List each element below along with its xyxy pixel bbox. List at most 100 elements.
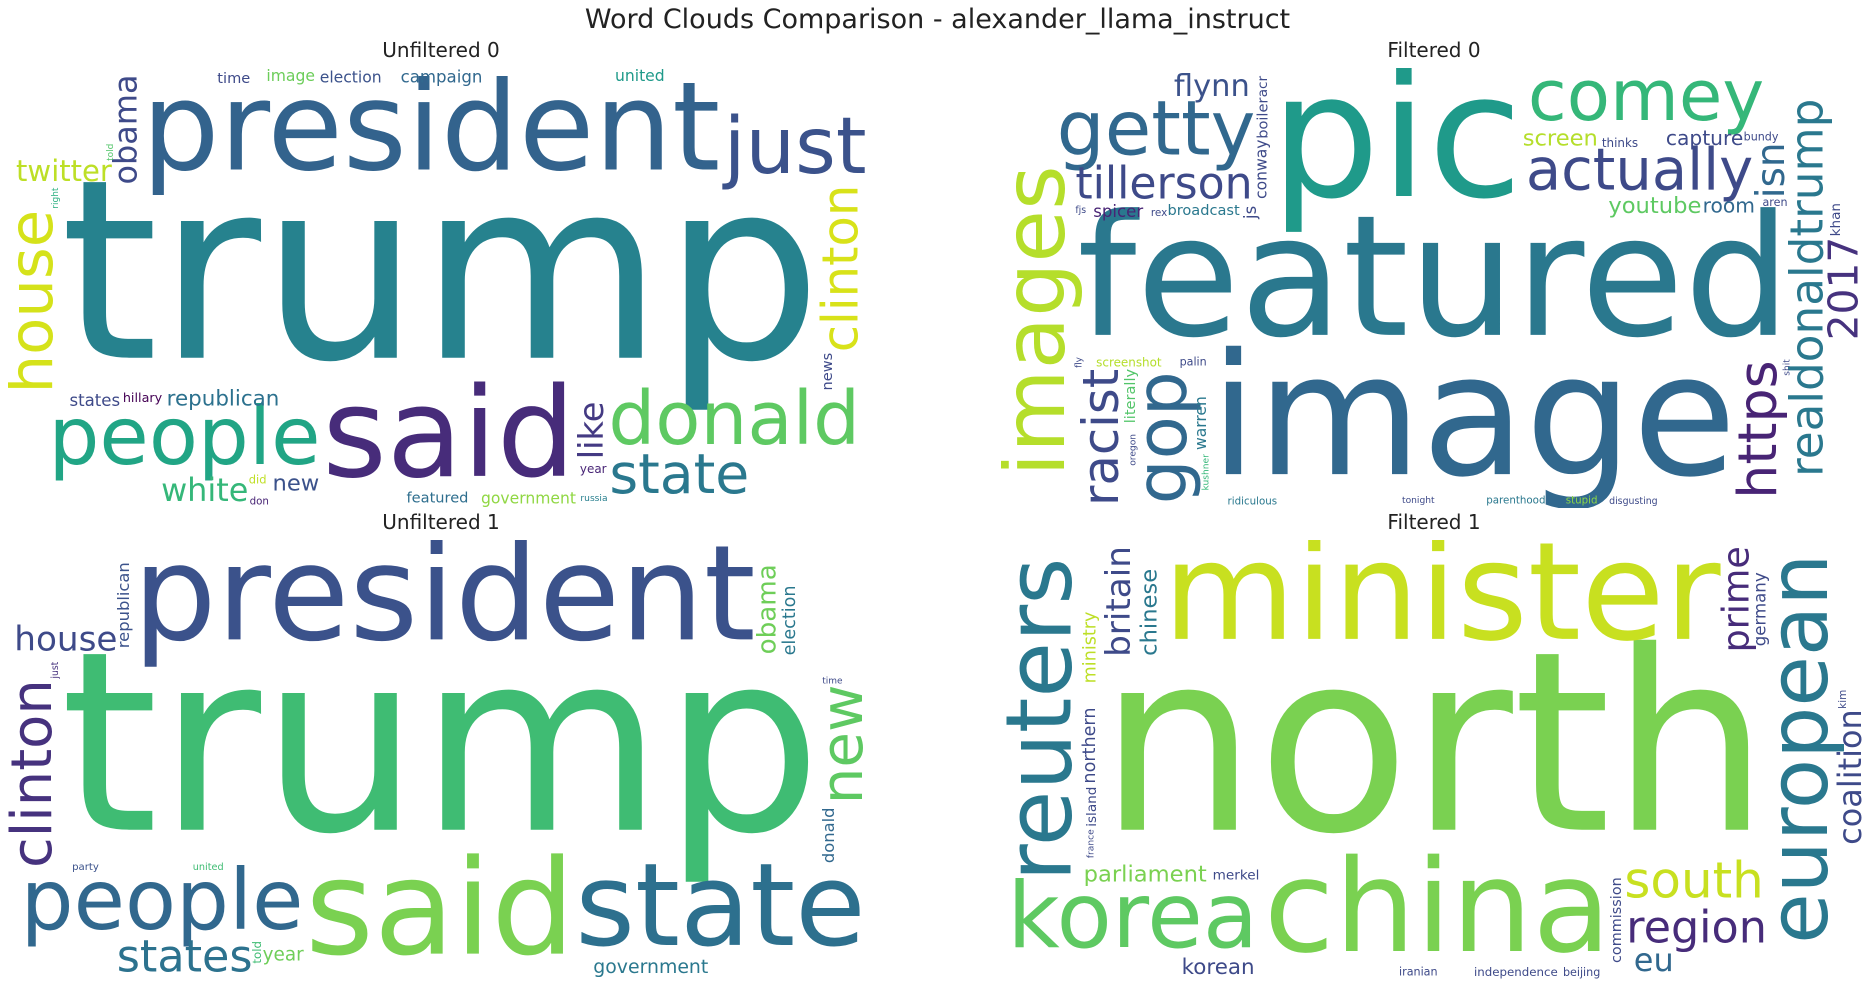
cloud-word: white	[161, 471, 248, 508]
cloud-word: kim	[1837, 690, 1849, 709]
cloud-word: reuters	[1001, 558, 1093, 882]
cloud-word: gop	[1120, 371, 1203, 504]
cloud-word: twitter	[16, 154, 112, 188]
cloud-word: states	[117, 931, 253, 980]
cloud-word: election	[320, 68, 382, 86]
cloud-word: campaign	[401, 68, 483, 87]
cloud-word: screenshot	[1096, 355, 1162, 369]
cloud-word: tonight	[1402, 496, 1435, 506]
cloud-word: acr	[1255, 76, 1271, 98]
cloud-word: region	[1626, 902, 1767, 953]
cloud-word: image	[266, 68, 315, 85]
cloud-word: president	[133, 540, 756, 671]
cloud-word: said	[305, 833, 575, 980]
cloud-word: clinton	[8, 679, 65, 868]
cloud-word: image	[1210, 317, 1737, 508]
cloud-word: rex	[1151, 207, 1167, 219]
cloud-word: government	[593, 956, 708, 978]
cloud-word: south	[1624, 851, 1763, 909]
panel-title: Filtered 1	[1387, 510, 1481, 534]
word-cloud: north china minister european korea reuters so…	[1001, 540, 1867, 980]
cloud-word: isn	[1749, 142, 1794, 198]
cloud-word: parenthood	[1486, 495, 1545, 507]
cloud-word: capture	[1666, 126, 1743, 150]
cloud-word: shit	[1783, 359, 1793, 376]
cloud-word: beijing	[1563, 966, 1600, 979]
cloud-word: time	[217, 70, 250, 87]
cloud-word: north	[1099, 598, 1770, 889]
cloud-word: realdonaldtrump	[1781, 99, 1834, 477]
cloud-word: warren	[1192, 396, 1210, 450]
cloud-word: 2017	[1820, 237, 1867, 340]
cloud-word: republican	[114, 562, 133, 648]
word-cloud: trump said president people state new clinton s…	[8, 540, 874, 980]
cloud-word: fjs	[1075, 205, 1086, 216]
cloud-word: house	[14, 619, 117, 659]
cloud-word: merkel	[1213, 868, 1260, 884]
cloud-word: obama	[752, 564, 782, 654]
cloud-word: fly	[1075, 356, 1085, 368]
cloud-word: khan	[1828, 203, 1844, 236]
cloud-word: state	[609, 443, 749, 507]
cloud-word: told	[106, 144, 116, 161]
cloud-word: boiler	[1255, 98, 1272, 139]
cloud-word: palin	[1180, 356, 1207, 369]
cloud-word: coalition	[1831, 709, 1867, 845]
word-cloud: trump said president people donald state just h…	[8, 68, 874, 508]
cloud-word: said	[322, 362, 575, 506]
cloud-panel-unfiltered-0: Unfiltered 0 trump said president people don…	[8, 38, 874, 510]
cloud-word: obama	[107, 74, 145, 184]
cloud-word: commission	[1609, 877, 1625, 963]
cloud-word: literally	[1122, 368, 1139, 423]
cloud-word: like	[572, 402, 611, 460]
cloud-word: just	[50, 661, 61, 679]
cloud-word: broadcast	[1167, 202, 1240, 219]
cloud-word: germany	[1751, 572, 1770, 646]
cloud-word: european	[1752, 554, 1847, 944]
cloud-word: president	[142, 68, 721, 198]
cloud-word: aren	[1763, 196, 1788, 209]
cloud-word: iranian	[1399, 966, 1438, 979]
cloud-word: bundy	[1744, 130, 1779, 143]
cloud-word: government	[481, 489, 576, 507]
cloud-word: island	[1084, 787, 1100, 827]
cloud-word: house	[8, 210, 67, 394]
cloud-word: election	[780, 585, 800, 655]
cloud-word: united	[193, 862, 224, 873]
cloud-word: flynn	[1174, 69, 1250, 104]
cloud-word: screen	[1523, 125, 1598, 151]
cloud-word: korea	[1007, 864, 1258, 969]
cloud-word: kushner	[1202, 454, 1212, 491]
cloud-word: united	[615, 68, 665, 85]
cloud-word: time	[822, 676, 843, 686]
cloud-word: korean	[1182, 955, 1255, 980]
cloud-word: france	[1086, 829, 1096, 858]
cloud-word: youtube	[1608, 193, 1701, 219]
cloud-word: tillerson	[1075, 159, 1252, 210]
cloud-word: people	[21, 852, 304, 949]
cloud-word: eu	[1634, 941, 1674, 979]
cloud-word: just	[722, 101, 867, 192]
cloud-word: northern	[1080, 708, 1100, 784]
cloud-word: ministry	[1081, 612, 1101, 684]
cloud-word: featured	[407, 490, 469, 507]
cloud-word: featured	[1077, 179, 1791, 375]
cloud-word: right	[51, 187, 61, 209]
cloud-word: conway	[1253, 140, 1271, 199]
cloud-word: people	[48, 389, 320, 483]
cloud-word: prime	[1714, 546, 1757, 652]
cloud-word: https	[1726, 360, 1789, 498]
cloud-word: spicer	[1093, 202, 1143, 221]
figure-title: Word Clouds Comparison - alexander_llama…	[584, 4, 1291, 35]
cloud-word: state	[575, 840, 865, 973]
cloud-word: images	[1001, 165, 1085, 476]
cloud-word: trump	[60, 598, 821, 889]
cloud-word: disgusting	[1609, 496, 1658, 507]
panel-title: Filtered 0	[1387, 38, 1481, 62]
cloud-word: states	[69, 391, 120, 410]
cloud-word: comey	[1528, 68, 1764, 137]
cloud-word: stupid	[1566, 495, 1598, 507]
